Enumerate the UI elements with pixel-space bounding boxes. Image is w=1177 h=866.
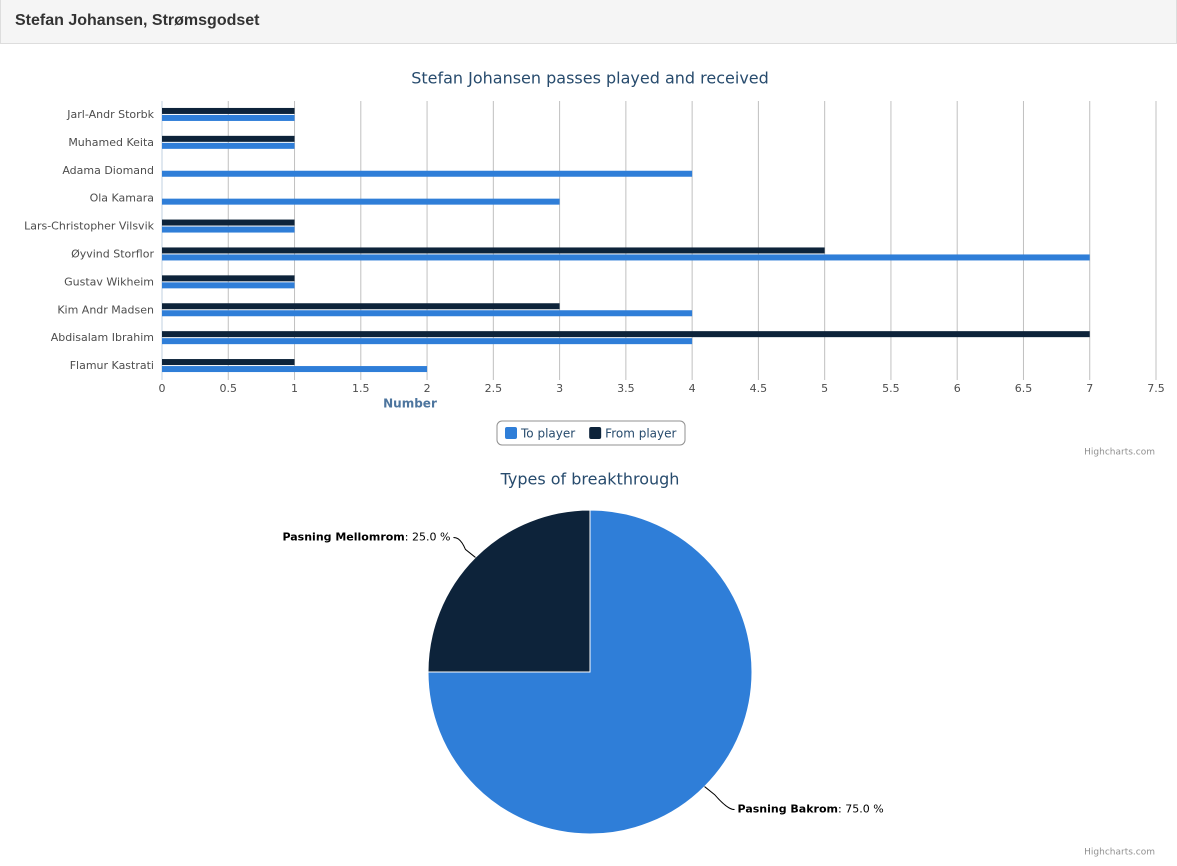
- bar: [162, 107, 295, 114]
- slice-value: : 25.0 %: [405, 530, 451, 543]
- bar: [162, 366, 428, 373]
- x-tick-label: 4: [689, 382, 696, 395]
- bar: [162, 282, 295, 289]
- charts: Stefan Johansen passes played and receiv…: [24, 69, 1165, 858]
- x-tick-label: 6: [954, 382, 961, 395]
- credits: Highcharts.com: [1084, 848, 1155, 858]
- x-tick-label: 2.5: [485, 382, 503, 395]
- slice-name: Pasning Bakrom: [738, 803, 838, 816]
- x-tick-label: 7: [1086, 382, 1093, 395]
- slice-value: : 75.0 %: [838, 803, 884, 816]
- y-tick-label: Øyvind Storflor: [71, 247, 154, 260]
- bar: [162, 135, 295, 142]
- x-tick-label: 5.5: [882, 382, 900, 395]
- legend-swatch: [505, 427, 517, 439]
- bar: [162, 198, 560, 205]
- legend-label: To player: [520, 427, 575, 441]
- y-tick-label: Lars-Christopher Vilsvik: [24, 220, 155, 233]
- x-tick-label: 0.5: [220, 382, 238, 395]
- y-tick-label: Ola Kamara: [90, 192, 154, 205]
- slice-name: Pasning Mellomrom: [282, 530, 404, 543]
- y-tick-label: Jarl-Andr Storbk: [66, 108, 154, 121]
- x-tick-label: 5: [821, 382, 828, 395]
- panel-title: Stefan Johansen, Strømsgodset: [15, 12, 260, 29]
- legend: To player From player: [496, 420, 686, 446]
- x-tick-label: 4.5: [750, 382, 768, 395]
- bar: [162, 303, 560, 310]
- x-tick-label: 6.5: [1015, 382, 1033, 395]
- bar: [162, 359, 295, 366]
- bar: [162, 310, 693, 317]
- bar: [162, 247, 825, 254]
- pie-slice: [427, 509, 591, 673]
- bar: [162, 142, 295, 149]
- chart-title: Types of breakthrough: [500, 470, 680, 489]
- x-tick-label: 3: [556, 382, 563, 395]
- x-axis-title: Number: [383, 397, 437, 411]
- legend-swatch: [589, 427, 602, 439]
- data-label: Pasning Bakrom: 75.0 %: [738, 803, 884, 816]
- connector: [453, 536, 476, 558]
- credits: Highcharts.com: [1084, 448, 1155, 458]
- y-tick-label: Abdisalam Ibrahim: [51, 331, 154, 344]
- x-tick-label: 0: [159, 382, 166, 395]
- bar: [162, 114, 295, 121]
- bar: [162, 338, 693, 345]
- bar: [162, 170, 693, 177]
- y-tick-label: Muhamed Keita: [68, 136, 154, 149]
- bar: [162, 219, 295, 226]
- y-tick-label: Kim Andr Madsen: [57, 303, 154, 316]
- y-tick-label: Adama Diomand: [62, 164, 154, 177]
- x-tick-label: 7.5: [1147, 382, 1165, 395]
- legend-label: From player: [605, 427, 676, 441]
- y-tick-label: Flamur Kastrati: [70, 359, 154, 372]
- bar: [162, 254, 1090, 261]
- data-label: Pasning Mellomrom: 25.0 %: [282, 530, 450, 543]
- panel-header: Stefan Johansen, Strømsgodset: [0, 0, 1177, 44]
- connector: [704, 786, 735, 811]
- x-tick-label: 2: [424, 382, 431, 395]
- x-tick-label: 1: [291, 382, 298, 395]
- y-tick-label: Gustav Wikheim: [64, 275, 154, 288]
- chart-title: Stefan Johansen passes played and receiv…: [411, 69, 769, 88]
- x-tick-label: 1.5: [352, 382, 370, 395]
- bar: [162, 275, 295, 282]
- bar: [162, 226, 295, 233]
- x-tick-label: 3.5: [617, 382, 635, 395]
- bar: [162, 331, 1090, 338]
